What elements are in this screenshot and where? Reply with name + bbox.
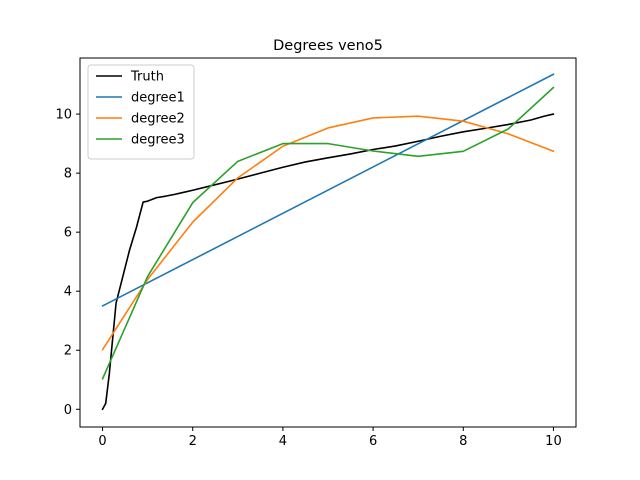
legend-label-degree3: degree3 <box>131 133 185 148</box>
series-line-degree2 <box>101 115 555 351</box>
series-line-degree1 <box>101 73 555 307</box>
y-tick-label: 4 <box>64 285 72 300</box>
y-tick-label: 2 <box>64 344 72 359</box>
series-group <box>101 73 555 411</box>
axes-frame <box>79 57 577 428</box>
y-tick-label: 6 <box>64 226 72 241</box>
series-line-degree3 <box>101 86 555 380</box>
y-tick-label: 0 <box>64 403 72 418</box>
x-tick-label: 10 <box>545 434 562 449</box>
x-axis: 0 2 4 6 8 10 <box>98 427 562 449</box>
x-tick-label: 6 <box>369 434 377 449</box>
legend-box <box>87 64 195 160</box>
y-tick-label: 10 <box>55 108 72 123</box>
legend-label-Truth: Truth <box>130 70 164 85</box>
legend-label-degree2: degree2 <box>131 112 185 127</box>
x-tick-label: 4 <box>279 434 287 449</box>
legend: Truth degree1 degree2 degree3 <box>87 64 195 160</box>
chart-title: Degrees veno5 <box>273 38 383 54</box>
x-tick-label: 2 <box>189 434 197 449</box>
x-tick-label: 0 <box>98 434 106 449</box>
legend-label-degree1: degree1 <box>131 91 185 106</box>
x-tick-label: 8 <box>459 434 467 449</box>
y-tick-label: 8 <box>64 167 72 182</box>
y-axis: 0 2 4 6 8 10 <box>55 108 80 418</box>
